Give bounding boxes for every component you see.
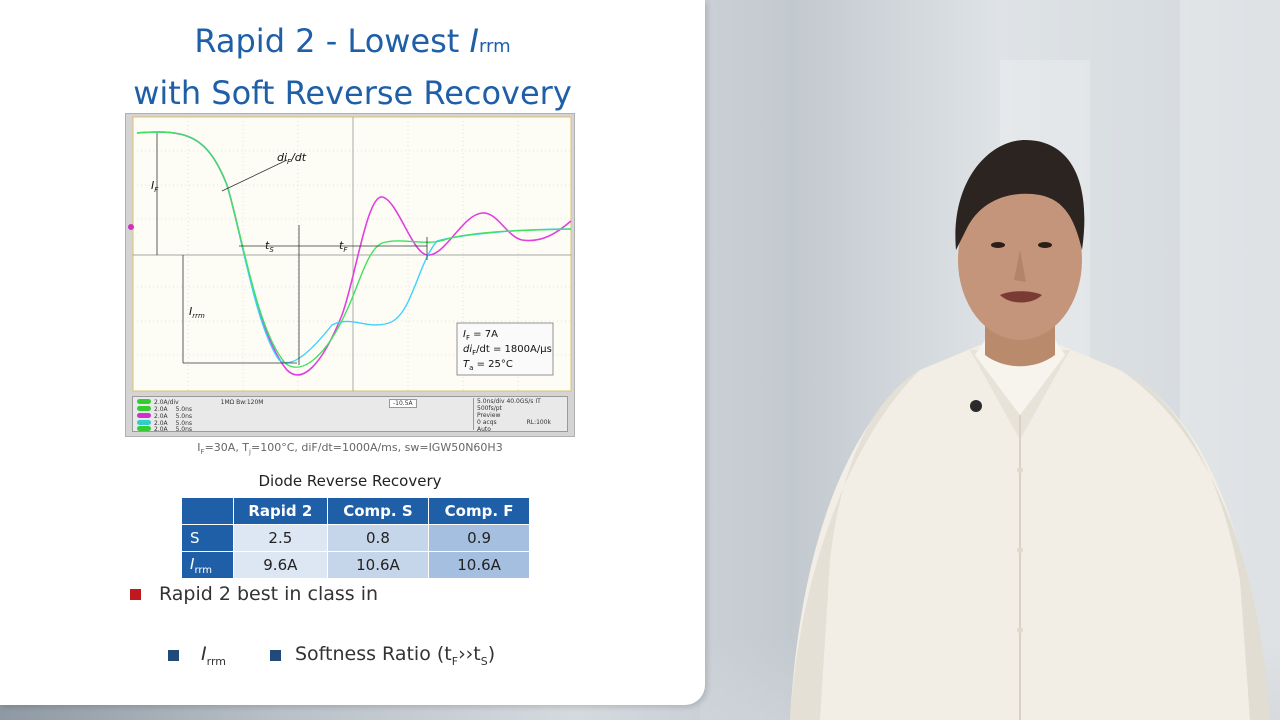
status-ch1: 2.0A/div 1MΩ Bw:120M: [137, 399, 263, 406]
status-ch5: 2.0A 5.0ns: [137, 426, 192, 433]
scope-caption: IF=30A, Tj=100°C, diF/dt=1000A/ms, sw=IG…: [197, 441, 503, 457]
bullet-sub-irrm: Irrm: [168, 643, 226, 668]
table-cell: 0.8: [326, 524, 430, 552]
table-row: Irrm 9.6A 10.6A 10.6A: [181, 551, 530, 579]
table-cell: 0.9: [428, 524, 530, 552]
conditions-legend-box: [456, 322, 554, 376]
table-header-row: Rapid 2 Comp. S Comp. F: [181, 497, 530, 525]
channel-marker-icon: [128, 224, 134, 230]
table-cell: 10.6A: [428, 551, 530, 579]
table-row: S 2.5 0.8 0.9: [181, 524, 530, 552]
oscilloscope-screenshot: diF/dt IF Irrm tS tF IF = 7A diF/dt = 18…: [125, 113, 575, 437]
blue-square-bullet-icon: [168, 649, 179, 661]
bullet-sub-softness: Softness Ratio (tF››tS): [270, 643, 495, 668]
status-timebase-panel: 5.0ns/div 40.0GS/s IT 500fs/pt Preview 0…: [473, 398, 565, 433]
status-ch4: 2.0A 5.0ns: [137, 420, 192, 427]
recovery-comparison-table: Rapid 2 Comp. S Comp. F S 2.5 0.8 0.9 Ir…: [181, 497, 530, 579]
slide-title-line2: with Soft Reverse Recovery: [133, 74, 572, 112]
title-symbol: I: [469, 22, 479, 60]
label-dif-dt: diF/dt: [277, 151, 307, 166]
oscilloscope-status-bar: 2.0A/div 1MΩ Bw:120M 2.0A 5.0ns 2.0A 5.0…: [132, 396, 568, 433]
status-ch3: 2.0A 5.0ns: [137, 413, 192, 420]
slide-title-line1: Rapid 2 - Lowest Irrm: [194, 22, 511, 60]
column-header: Comp. F: [428, 497, 530, 525]
status-ch2: 2.0A 5.0ns: [137, 406, 192, 413]
row-header: S: [181, 524, 234, 552]
blue-square-bullet-icon: [270, 649, 281, 661]
presenter-video: [790, 140, 1270, 720]
trace-comp-f: [136, 131, 572, 368]
table-cell: 2.5: [233, 524, 328, 552]
table-cell: 10.6A: [326, 551, 430, 579]
column-header: Comp. S: [326, 497, 430, 525]
label-if: IF: [151, 179, 159, 194]
table-title: Diode Reverse Recovery: [258, 472, 442, 490]
label-tf: tF: [339, 239, 348, 254]
label-irrm: Irrm: [189, 305, 205, 320]
row-header: Irrm: [181, 551, 234, 579]
column-header: Rapid 2: [233, 497, 328, 525]
legend-line-dif: diF/dt = 1800A/µs: [463, 344, 552, 357]
presentation-slide: Rapid 2 - Lowest Irrm with Soft Reverse …: [0, 0, 705, 705]
legend-line-ta: Ta = 25°C: [463, 359, 513, 372]
table-corner-cell: [181, 497, 234, 525]
bullet-main: Rapid 2 best in class in: [130, 583, 378, 605]
title-subscript: rrm: [478, 36, 511, 57]
oscilloscope-plot: diF/dt IF Irrm tS tF IF = 7A diF/dt = 18…: [128, 116, 572, 392]
label-ts: tS: [265, 239, 274, 254]
slide-title: Rapid 2 - Lowest Irrm with Soft Reverse …: [0, 18, 705, 116]
red-square-bullet-icon: [130, 588, 141, 600]
legend-line-if: IF = 7A: [463, 329, 498, 342]
status-trigger: -10.5A: [389, 399, 417, 408]
table-cell: 9.6A: [233, 551, 328, 579]
